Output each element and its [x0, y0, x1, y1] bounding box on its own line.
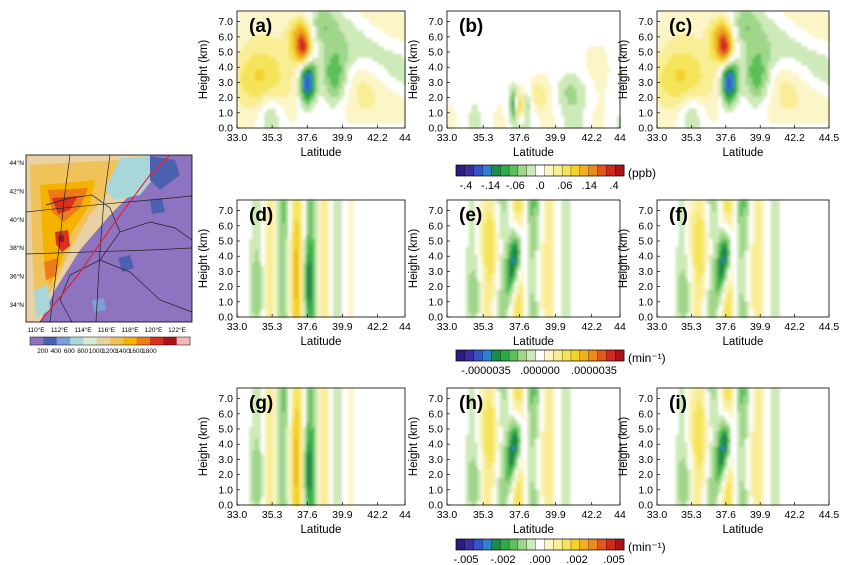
map-colorbar-tick-label: 800 — [77, 348, 88, 355]
x-axis-label: Latitude — [513, 147, 554, 159]
y-tick-label: 5.0 — [218, 47, 233, 59]
map-colorbar-swatch — [30, 337, 44, 345]
map-lon-tick-label: 122°E — [168, 326, 186, 334]
y-tick-label: 4.0 — [218, 62, 233, 74]
map-lat-tick-label: 42°N — [9, 187, 24, 195]
panel-a: 0.01.02.03.04.05.06.07.033.0 35.3 37.6 39.9… — [198, 11, 411, 159]
x-tick-label: 42.2 — [367, 132, 388, 144]
map-colorbar-swatch — [57, 337, 71, 345]
map-lon-tick-label: 120°E — [145, 326, 163, 334]
x-tick-label: 35.3 — [262, 132, 283, 144]
panel-label: (b) — [459, 16, 483, 37]
terrain-map: 44°N 42°N 40°N 38°N 36°N 34°N 110°E 112°E 114°E 1… — [9, 155, 192, 355]
y-tick-label: 2.0 — [428, 92, 443, 104]
y-axis-label: Height (km) — [408, 40, 420, 100]
panel-c: 0.01.02.03.04.05.06.07.033.0 35.3 37.6 39.9… — [618, 11, 839, 159]
map-colorbar-swatch — [97, 337, 111, 345]
x-tick-label: 42.2 — [581, 132, 602, 144]
panels: 0.01.02.03.04.05.06.07.033.0 35.3 37.6 39.9… — [198, 11, 839, 536]
x-tick-label: 35.3 — [473, 132, 494, 144]
y-tick-label: 6.0 — [218, 31, 233, 43]
y-tick-label: 3.0 — [428, 77, 443, 89]
map-colorbar-swatch — [110, 337, 124, 345]
x-tick-label: 39.9 — [332, 132, 353, 144]
map-lat-tick-label: 44°N — [9, 159, 24, 167]
y-tick-label: 5.0 — [428, 47, 443, 59]
map-colorbar-swatch — [70, 337, 84, 345]
x-tick-label: 33.0 — [437, 132, 458, 144]
map-lon-tick-label: 114°E — [74, 326, 92, 334]
x-tick-label: 37.6 — [297, 132, 318, 144]
map-colorbar-tick-label: 1800 — [142, 348, 157, 355]
map-terrain-patch — [58, 235, 64, 242]
y-tick-label: 7.0 — [428, 16, 443, 28]
map-lat-tick-label: 40°N — [9, 216, 24, 224]
y-tick-label: 3.0 — [218, 77, 233, 89]
map-lat-tick-label: 36°N — [9, 273, 24, 281]
y-tick-label: 4.0 — [428, 62, 443, 74]
map-lon-tick-label: 118°E — [121, 326, 139, 334]
y-tick-label: 1.0 — [428, 107, 443, 119]
map-colorbar-tick-label: 600 — [64, 348, 75, 355]
map-colorbar-swatch — [177, 337, 191, 345]
x-axis-label: Latitude — [301, 147, 342, 159]
x-tick-label: 39.9 — [545, 132, 566, 144]
map-colorbar-swatch — [150, 337, 164, 345]
y-axis-label: Height (km) — [198, 40, 210, 100]
map-colorbar-swatch — [137, 337, 151, 345]
y-tick-label: 2.0 — [218, 92, 233, 104]
panel-label: (a) — [249, 16, 272, 37]
map-colorbar-swatch — [163, 337, 177, 345]
map-terrain-patch — [92, 298, 106, 312]
map-colorbar-swatch — [123, 337, 137, 345]
x-tick-label: 44 — [399, 132, 411, 144]
y-tick-label: 7.0 — [218, 16, 233, 28]
x-tick-label: 33.0 — [227, 132, 248, 144]
map-colorbar-swatch — [43, 337, 57, 345]
map-colorbar-swatch — [83, 337, 97, 345]
y-tick-label: 6.0 — [428, 31, 443, 43]
map-lon-tick-label: 112°E — [51, 326, 69, 334]
map-colorbar-tick-label: 200 — [37, 348, 48, 355]
panel-b: 0.01.02.03.04.05.06.07.033.0 35.3 37.6 39.9… — [408, 11, 626, 159]
map-colorbar-tick-label: 400 — [51, 348, 62, 355]
map-lat-tick-label: 34°N — [9, 301, 24, 309]
y-tick-label: 1.0 — [218, 107, 233, 119]
x-tick-label: 44 — [614, 132, 626, 144]
map-lat-tick-label: 38°N — [9, 244, 24, 252]
x-tick-label: 37.6 — [509, 132, 530, 144]
map-lon-tick-label: 110°E — [27, 326, 45, 334]
map-lon-tick-label: 116°E — [98, 326, 116, 334]
